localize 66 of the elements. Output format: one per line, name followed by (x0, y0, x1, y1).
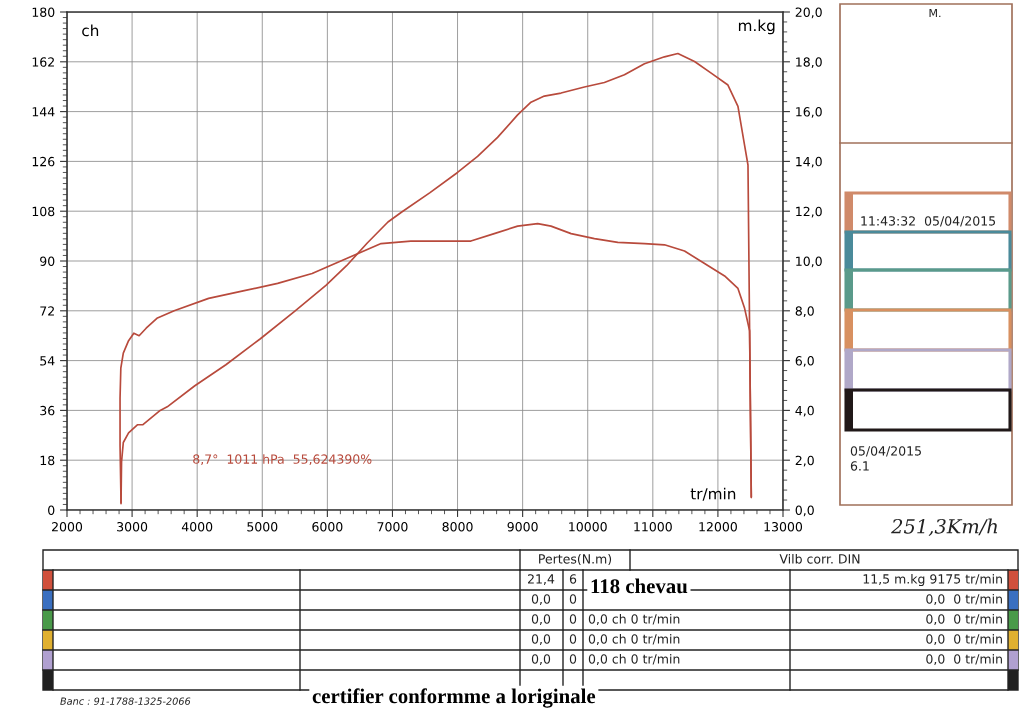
x-tick-label: 13000 (764, 522, 803, 532)
y2-axis-title: m.kg (738, 19, 775, 35)
text: 0 (569, 634, 577, 644)
x-tick-label: 4000 (181, 522, 213, 532)
y-tick-label: 108 (32, 206, 55, 217)
text: M. (929, 8, 941, 18)
y2-tick-label: 16,0 (796, 107, 822, 118)
x-tick-label: 12000 (699, 522, 737, 532)
y2-tick-label: 20,0 (795, 7, 822, 19)
y-tick-label: 144 (32, 107, 55, 117)
x-tick-label: 2000 (52, 522, 83, 532)
y-tick-label: 72 (40, 306, 54, 316)
x-tick-label: 7000 (377, 522, 408, 532)
x-axis-title: tr/min (690, 487, 736, 501)
y-tick-label: 162 (32, 57, 54, 67)
text: 0,0 ch 0 tr/min (588, 633, 680, 645)
text: certifier conformme a loriginale (312, 688, 596, 708)
text: 0,0 (531, 634, 551, 645)
y2-tick-label: 18,0 (796, 57, 822, 68)
text: 0,0 0 tr/min (926, 593, 1002, 605)
text: 21,4 (528, 574, 555, 585)
text: 118 chevau (591, 578, 688, 594)
text: 0,0 0 tr/min (926, 653, 1002, 665)
y2-tick-label: 2,0 (795, 455, 814, 467)
text: 6 (569, 574, 577, 584)
x-tick-label: 3000 (117, 522, 148, 532)
y2-tick-label: 14,0 (796, 156, 822, 168)
x-tick-label: 6000 (312, 522, 343, 532)
text: Vilb corr. DIN (779, 553, 860, 564)
annotation: 8,7° 1011 hPa 55,624390% (193, 454, 372, 466)
text: 11,5 m.kg 9175 tr/min (863, 573, 1002, 587)
y-tick-label: 0 (48, 505, 55, 515)
text: 0,0 (531, 594, 551, 605)
text: 0 (569, 654, 577, 664)
text: 251,3Km/h (891, 518, 998, 537)
x-tick-label: 8000 (442, 522, 473, 532)
text: 0 (569, 594, 577, 604)
text: 0,0 ch 0 tr/min (588, 613, 680, 625)
text: 0,0 0 tr/min (926, 633, 1002, 645)
text: 6.1 (850, 461, 869, 471)
text: 11:43:32 05/04/2015 (861, 216, 996, 227)
y2-tick-label: 6,0 (795, 356, 814, 367)
y-tick-label: 126 (32, 156, 55, 167)
x-tick-label: 11000 (634, 522, 672, 532)
text: 0,0 (531, 654, 551, 665)
text: Pertes(N.m) (539, 553, 612, 566)
y-tick-label: 90 (40, 256, 55, 266)
text: 0 (569, 614, 577, 624)
y2-tick-label: 8,0 (795, 306, 814, 317)
text: 0,0 ch 0 tr/min (588, 653, 680, 665)
text: 0,0 (531, 614, 551, 625)
y2-tick-label: 0,0 (795, 505, 814, 517)
y-axis-title: ch (82, 24, 99, 37)
y2-tick-label: 4,0 (795, 405, 814, 417)
text: 0,0 0 tr/min (926, 613, 1002, 625)
y2-tick-label: 12,0 (796, 206, 822, 218)
x-tick-label: 9000 (507, 522, 538, 532)
y-tick-label: 36 (40, 405, 55, 416)
text: 05/04/2015 (850, 446, 921, 457)
y-tick-label: 54 (40, 356, 55, 366)
y-tick-label: 18 (40, 455, 55, 466)
x-tick-label: 5000 (247, 522, 278, 532)
y-tick-label: 180 (32, 7, 55, 17)
y2-tick-label: 10,0 (796, 256, 822, 268)
x-tick-label: 10000 (569, 522, 607, 532)
text: Banc : 91-1788-1325-2066 (60, 697, 191, 705)
